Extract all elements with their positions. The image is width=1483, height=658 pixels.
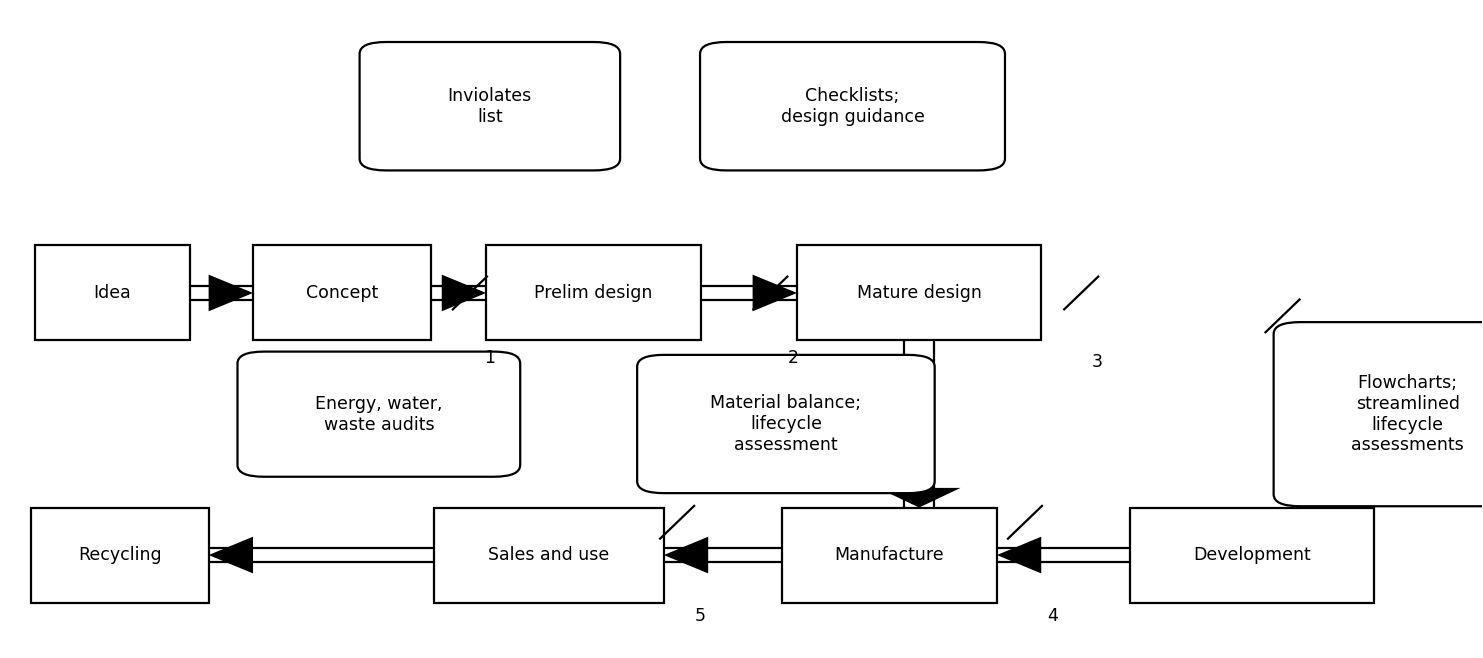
Text: Manufacture: Manufacture: [835, 546, 945, 564]
Text: Checklists;
design guidance: Checklists; design guidance: [780, 87, 924, 126]
FancyBboxPatch shape: [359, 42, 620, 170]
Polygon shape: [209, 274, 254, 311]
Text: 1: 1: [485, 349, 495, 367]
FancyBboxPatch shape: [31, 507, 209, 603]
FancyBboxPatch shape: [1274, 322, 1483, 506]
Text: Sales and use: Sales and use: [488, 546, 610, 564]
Polygon shape: [752, 274, 796, 311]
Text: Material balance;
lifecycle
assessment: Material balance; lifecycle assessment: [710, 394, 862, 454]
FancyBboxPatch shape: [34, 245, 190, 340]
FancyBboxPatch shape: [700, 42, 1005, 170]
FancyBboxPatch shape: [782, 507, 997, 603]
Text: 2: 2: [787, 349, 799, 367]
FancyBboxPatch shape: [254, 245, 430, 340]
Text: Mature design: Mature design: [857, 284, 982, 302]
FancyBboxPatch shape: [435, 507, 664, 603]
Polygon shape: [997, 537, 1041, 573]
Text: Prelim design: Prelim design: [534, 284, 653, 302]
Text: Recycling: Recycling: [79, 546, 162, 564]
Text: Development: Development: [1194, 546, 1311, 564]
FancyBboxPatch shape: [1130, 507, 1375, 603]
Text: Flowcharts;
streamlined
lifecycle
assessments: Flowcharts; streamlined lifecycle assess…: [1351, 374, 1464, 455]
Text: 3: 3: [1091, 353, 1102, 370]
FancyBboxPatch shape: [237, 351, 521, 477]
Polygon shape: [664, 537, 709, 573]
Text: Energy, water,
waste audits: Energy, water, waste audits: [314, 395, 442, 434]
Text: 4: 4: [1047, 607, 1057, 625]
Text: Idea: Idea: [93, 284, 132, 302]
FancyBboxPatch shape: [486, 245, 701, 340]
FancyBboxPatch shape: [796, 245, 1041, 340]
Polygon shape: [442, 274, 486, 311]
Polygon shape: [209, 537, 254, 573]
Polygon shape: [878, 488, 961, 507]
Text: 5: 5: [694, 607, 706, 625]
Text: Concept: Concept: [305, 284, 378, 302]
FancyBboxPatch shape: [638, 355, 934, 493]
Text: Inviolates
list: Inviolates list: [448, 87, 532, 126]
